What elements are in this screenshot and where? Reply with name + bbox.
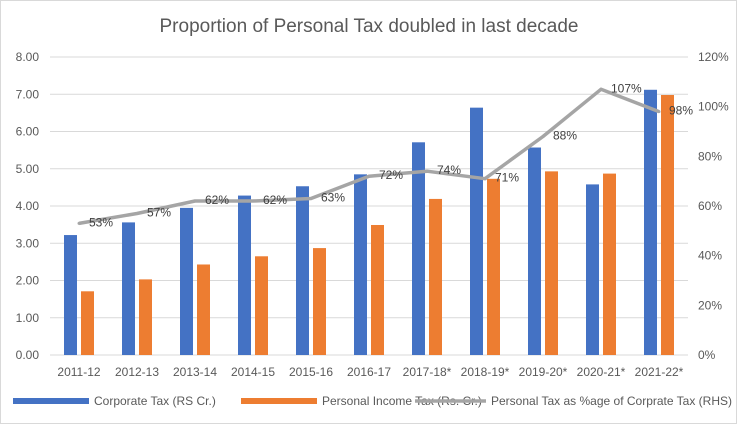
bar-personal-income-tax	[661, 94, 674, 356]
ratio-data-label: 107%	[611, 81, 642, 95]
bar-corporate-tax	[412, 142, 425, 355]
ratio-data-label: 62%	[263, 193, 287, 207]
bar-personal-income-tax	[429, 198, 442, 355]
axes: 0.00 1.00 2.00 3.00 4.00 5.00 6.00 7.00 8.00 0% 20…	[16, 50, 729, 379]
x-tick-label: 2021-22*	[635, 365, 684, 379]
legend-swatch-corporate-tax	[13, 398, 89, 404]
y-left-tick-label: 6.00	[16, 125, 40, 139]
gridlines	[50, 56, 688, 356]
ratio-data-label: 63%	[321, 191, 345, 205]
x-tick-label: 2015-16	[289, 365, 333, 379]
chart-title: Proportion of Personal Tax doubled in la…	[160, 16, 579, 37]
ratio-data-label: 57%	[147, 205, 171, 219]
bar-corporate-tax	[354, 174, 367, 355]
ratio-data-label: 62%	[205, 193, 229, 207]
ratio-line-point	[193, 199, 197, 203]
legend: Corporate Tax (RS Cr.) Personal Income T…	[13, 394, 732, 408]
legend-label-personal-income-tax: Personal Income Tax (Rs. Cr.)	[322, 394, 482, 408]
y-left-tick-label: 0.00	[16, 348, 40, 362]
x-tick-label: 2011-12	[57, 365, 100, 379]
y-left-tick-label: 7.00	[16, 87, 40, 101]
x-tick-label: 2018-19*	[461, 365, 510, 379]
bar-corporate-tax	[64, 235, 77, 355]
bar-corporate-tax	[238, 195, 251, 355]
bar-corporate-tax	[180, 207, 193, 355]
ratio-data-label: 72%	[379, 168, 403, 182]
bar-corporate-tax	[470, 107, 483, 355]
y-left-tick-label: 8.00	[16, 50, 40, 64]
bar-corporate-tax	[528, 147, 541, 355]
y-right-tick-label: 0%	[698, 348, 716, 362]
bar-personal-income-tax	[139, 279, 152, 355]
y-left-tick-label: 4.00	[16, 199, 40, 213]
y-right-tick-label: 20%	[698, 298, 722, 312]
bar-corporate-tax	[586, 184, 599, 355]
ratio-line-point	[657, 110, 661, 114]
y-left-tick-label: 3.00	[16, 236, 40, 250]
ratio-data-label: 53%	[89, 215, 113, 229]
y-right-tick-label: 80%	[698, 149, 722, 163]
bar-personal-income-tax	[313, 248, 326, 355]
bars	[64, 89, 674, 356]
bar-personal-income-tax	[603, 173, 616, 355]
y-right-tick-label: 100%	[698, 100, 729, 114]
bar-personal-income-tax	[197, 264, 210, 355]
y-left-tick-label: 1.00	[16, 311, 40, 325]
bar-corporate-tax	[644, 89, 657, 355]
y-right-tick-label: 120%	[698, 50, 729, 64]
x-tick-label: 2012-13	[115, 365, 159, 379]
bar-personal-income-tax	[81, 291, 94, 355]
ratio-line-point	[425, 169, 429, 173]
ratio-line-point	[599, 87, 603, 91]
x-tick-label: 2019-20*	[519, 365, 568, 379]
bar-personal-income-tax	[545, 171, 558, 355]
legend-swatch-personal-income-tax	[241, 398, 317, 404]
bar-corporate-tax	[122, 222, 135, 355]
y-left-tick-label: 5.00	[16, 162, 40, 176]
bar-personal-income-tax	[371, 224, 384, 355]
ratio-data-label: 71%	[495, 171, 519, 185]
ratio-data-label: 88%	[553, 128, 577, 142]
bar-personal-income-tax	[487, 178, 500, 355]
x-tick-label: 2016-17	[347, 365, 391, 379]
y-right-tick-label: 60%	[698, 199, 722, 213]
x-tick-label: 2017-18*	[403, 365, 452, 379]
ratio-line-point	[367, 174, 371, 178]
ratio-data-label: 98%	[669, 104, 693, 118]
bar-personal-income-tax	[255, 256, 268, 355]
y-left-tick-label: 2.00	[16, 274, 40, 288]
ratio-line-point	[483, 177, 487, 181]
ratio-line-path	[78, 87, 660, 226]
ratio-data-label: 74%	[437, 163, 461, 177]
y-right-tick-label: 40%	[698, 249, 722, 263]
x-tick-label: 2020-21*	[577, 365, 626, 379]
x-tick-label: 2014-15	[231, 365, 275, 379]
ratio-line-point	[135, 211, 139, 215]
bar-corporate-tax	[296, 186, 309, 355]
ratio-line-point	[77, 221, 81, 225]
x-tick-label: 2013-14	[173, 365, 217, 379]
ratio-line-point	[541, 134, 545, 138]
ratio-line-point	[309, 197, 313, 201]
legend-label-corporate-tax: Corporate Tax (RS Cr.)	[94, 394, 216, 408]
legend-label-ratio-line: Personal Tax as %age of Corprate Tax (RH…	[491, 394, 732, 408]
ratio-line-point	[251, 199, 255, 203]
data-labels: 53% 57% 62% 62% 63% 72% 74% 71% 88% 107% 98%	[89, 81, 693, 229]
ratio-line	[77, 87, 661, 226]
